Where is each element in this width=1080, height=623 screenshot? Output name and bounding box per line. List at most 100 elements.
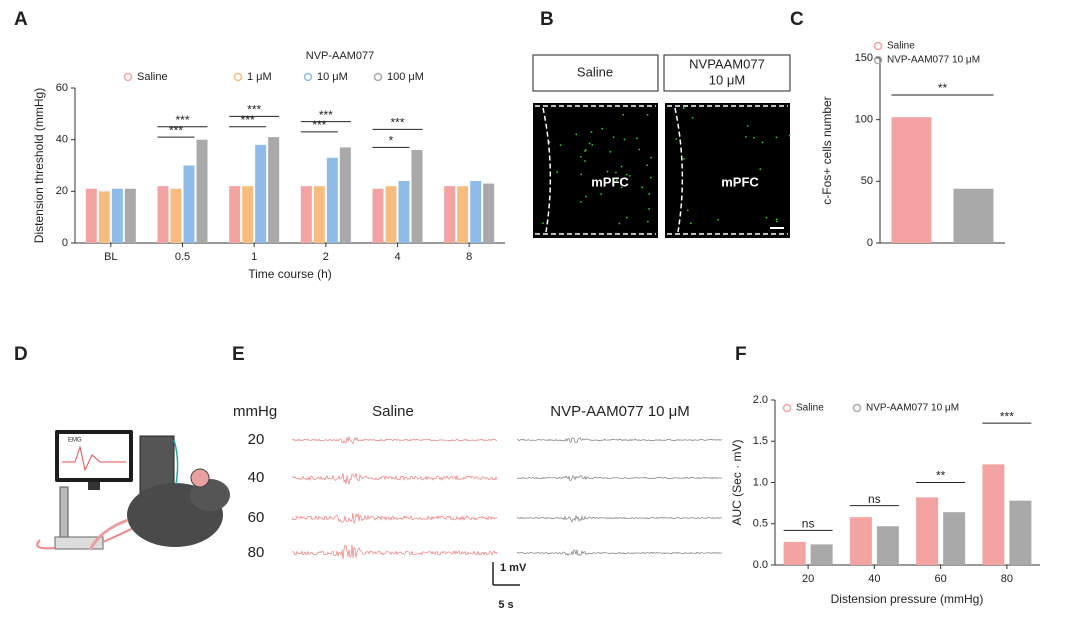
bar [85, 188, 97, 243]
signal-dot [638, 148, 641, 151]
panel-e: mmHg Saline NVP-AAM077 10 μM 1 mV 5 s 20… [233, 403, 723, 611]
signal-dot [601, 127, 604, 130]
y-axis-label: c-Fos+ cells number [820, 96, 834, 204]
signal-dot [628, 174, 631, 177]
legend-title: NVP-AAM077 [306, 50, 374, 62]
cell-signals [542, 107, 791, 225]
bar [953, 188, 994, 243]
emg-trace [291, 435, 498, 445]
legend-label: Saline [796, 403, 824, 414]
legend-marker [873, 55, 883, 65]
signal-dot [788, 134, 791, 137]
signal-dot [646, 220, 649, 223]
group-title: NVPAAM077 [689, 56, 765, 71]
bar [255, 144, 267, 243]
signal-dot [649, 176, 652, 179]
pressure-label: 40 [248, 469, 265, 486]
signal-dot [580, 173, 583, 176]
monitor-stand [88, 482, 100, 490]
group-title: 10 μM [709, 72, 745, 87]
signal-dot [609, 150, 612, 153]
emg-trace [62, 445, 126, 472]
significance-label: *** [169, 123, 183, 137]
x-tick-label: 4 [394, 251, 400, 263]
x-tick-label: BL [104, 251, 117, 263]
signal-dot [575, 133, 578, 136]
region-outline [535, 105, 788, 235]
panel-label: F [735, 344, 747, 365]
signal-dot [556, 171, 559, 174]
signal-dot [682, 107, 685, 110]
x-tick-label: 60 [935, 573, 947, 585]
y-tick-label: 0 [62, 237, 68, 249]
signal-dot [646, 113, 649, 116]
bar [242, 186, 254, 243]
legend-label: 10 μM [317, 71, 348, 83]
signal-dot [600, 193, 602, 196]
y-axis-label: Distension threshold (mmHg) [32, 88, 46, 243]
bar [916, 497, 939, 565]
signal-dot [591, 143, 594, 146]
y-axis-label: AUC (Sec · mV) [730, 439, 744, 525]
bar [876, 526, 899, 565]
signal-dot [625, 216, 628, 219]
bar [157, 186, 169, 243]
signal-dot [636, 137, 638, 140]
y-tick-label: 0.5 [753, 518, 768, 530]
bar [339, 147, 351, 243]
signal-dot [753, 136, 755, 139]
signal-dot [548, 141, 551, 144]
panel-label: D [14, 344, 28, 365]
signal-dot [584, 160, 586, 162]
bar [170, 188, 182, 243]
scale-label: 1 mV [500, 562, 527, 574]
legend-label: Saline [887, 41, 915, 52]
bar [98, 191, 110, 243]
region-label: mPFC [591, 174, 629, 189]
panel-b: Saline NVPAAM077 10 μM mPFC mPFC [532, 54, 791, 238]
bar [444, 186, 456, 243]
emg-trace [291, 512, 498, 524]
signal-dot [686, 209, 689, 212]
signal-dot [726, 181, 729, 184]
mouse-tail [88, 518, 129, 551]
signal-dot [542, 222, 544, 224]
bar [982, 464, 1005, 565]
bar [372, 188, 384, 243]
signal-dot [648, 193, 651, 195]
x-tick-label: 20 [802, 573, 814, 585]
panel-label: A [14, 9, 28, 30]
signal-dot [691, 116, 694, 119]
panel-d-illustration: EMG [36, 430, 230, 551]
bar [783, 541, 806, 565]
emg-trace [516, 549, 723, 556]
significance-label: *** [390, 116, 404, 130]
signal-dot [590, 131, 593, 134]
header-box [663, 54, 791, 92]
pressure-label: 80 [248, 544, 265, 561]
x-tick-label: 2 [323, 251, 329, 263]
y-tick-label: 150 [855, 52, 873, 64]
bar [300, 186, 312, 243]
mouse-ear [190, 468, 210, 488]
significance-label: *** [312, 118, 326, 132]
y-tick-label: 0 [867, 237, 873, 249]
bar [943, 512, 966, 565]
x-tick-label: 80 [1001, 573, 1013, 585]
unit-label: mmHg [233, 403, 277, 420]
y-tick-label: 50 [861, 175, 873, 187]
signal-dot [622, 113, 625, 116]
legend-marker [233, 72, 243, 82]
legend-marker [873, 41, 883, 51]
legend-label: NVP-AAM077 10 μM [887, 55, 980, 66]
signal-dot [623, 138, 626, 141]
screen-label: EMG [68, 438, 82, 444]
signal-dot [620, 165, 623, 168]
group-label: Saline [372, 403, 414, 420]
pressure-label: 60 [248, 509, 265, 526]
signal-dot [717, 218, 719, 221]
significance-label: *** [1000, 409, 1014, 423]
signal-dot [625, 173, 628, 176]
y-tick-label: 20 [56, 185, 68, 197]
bar [124, 188, 136, 243]
